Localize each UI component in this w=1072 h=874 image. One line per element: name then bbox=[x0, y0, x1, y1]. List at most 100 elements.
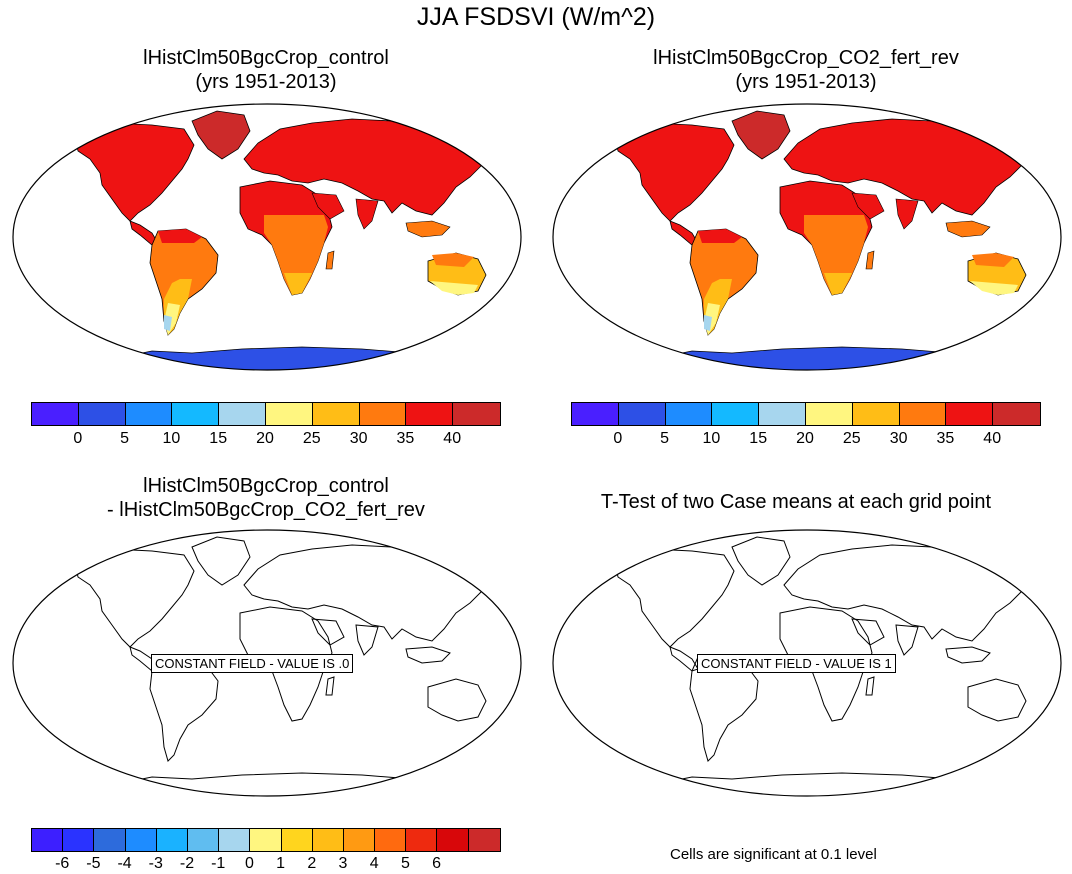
colorbar-3-box bbox=[219, 829, 251, 851]
indonesia-outline bbox=[945, 646, 991, 664]
colorbar-3-tick-label: -5 bbox=[86, 855, 101, 872]
colorbar-3-box bbox=[250, 829, 282, 851]
australia-north-band bbox=[432, 253, 474, 267]
colorbar-2-tick-label: 15 bbox=[749, 430, 768, 447]
panel-4-title: T-Test of two Case means at each grid po… bbox=[546, 490, 1046, 514]
colorbar-1-box bbox=[359, 403, 407, 425]
panel-2-title-line2: (yrs 1951-2013) bbox=[735, 71, 877, 93]
colorbar-3-box bbox=[156, 829, 188, 851]
figure-title: JJA FSDSVI (W/m^2) bbox=[416, 3, 656, 31]
colorbar-3-box bbox=[406, 829, 438, 851]
colorbar-1-tick-label: 5 bbox=[120, 430, 130, 447]
south-america-outline bbox=[689, 654, 759, 762]
colorbar-1-box bbox=[265, 403, 313, 425]
indonesia-shape bbox=[405, 220, 451, 238]
south-america-north-band bbox=[698, 229, 742, 243]
colorbar-1-box bbox=[312, 403, 360, 425]
colorbar-3-tick-label: -4 bbox=[117, 855, 132, 872]
colorbar-2-box bbox=[852, 403, 900, 425]
colorbar-2-tick-label: 30 bbox=[889, 430, 908, 447]
north-america-shape bbox=[613, 122, 735, 222]
greenland-outline bbox=[191, 536, 251, 586]
map-panel-4 bbox=[552, 529, 1062, 797]
colorbar-3-tick-label: 2 bbox=[307, 855, 317, 872]
australia-south-band bbox=[970, 281, 1018, 295]
colorbar-2-ticks: 0 5 10 15 20 25 30 35 40 bbox=[571, 430, 1041, 448]
patagonia-tip bbox=[704, 315, 712, 331]
colorbar-2: 0 5 10 15 20 25 30 35 40 bbox=[571, 402, 1041, 448]
madagascar-outline bbox=[325, 676, 335, 696]
significance-footnote: Cells are significant at 0.1 level bbox=[670, 846, 877, 863]
colorbar-1-box bbox=[453, 403, 500, 425]
eurasia-shape bbox=[783, 118, 1039, 216]
colorbar-3-box bbox=[125, 829, 157, 851]
colorbar-3-tick-label: 3 bbox=[338, 855, 348, 872]
colorbar-1-tick-label: 0 bbox=[73, 430, 83, 447]
north-america-outline bbox=[613, 548, 735, 648]
antarctica-shape bbox=[641, 346, 1014, 370]
colorbar-3-box bbox=[187, 829, 220, 851]
colorbar-3-box bbox=[343, 829, 376, 851]
colorbar-1-tick-label: 10 bbox=[162, 430, 181, 447]
colorbar-1-box bbox=[406, 403, 454, 425]
colorbar-2-tick-label: 10 bbox=[702, 430, 721, 447]
colorbar-3-tick-label: 6 bbox=[432, 855, 442, 872]
panel-1-title: lHistClm50BgcCrop_control (yrs 1951-2013… bbox=[36, 46, 496, 94]
colorbar-2-tick-label: 5 bbox=[660, 430, 670, 447]
panel-1-title-line1: lHistClm50BgcCrop_control bbox=[143, 47, 389, 69]
madagascar-shape bbox=[325, 250, 335, 270]
india-outline bbox=[355, 624, 379, 656]
colorbar-3-box bbox=[63, 829, 95, 851]
africa-south-band bbox=[804, 215, 868, 295]
colorbar-3-tick-label: -2 bbox=[179, 855, 195, 872]
colorbar-3-ticks: -6 -5 -4 -3 -2 -1 0 1 2 3 4 5 6 bbox=[31, 855, 501, 873]
colorbar-1-tick-label: 40 bbox=[443, 430, 462, 447]
colorbar-2-box bbox=[759, 403, 806, 425]
colorbar-1-tick-label: 25 bbox=[302, 430, 321, 447]
map-panel-1 bbox=[12, 103, 522, 371]
colorbar-1-box bbox=[78, 403, 126, 425]
colorbar-1-ticks: 0 5 10 15 20 25 30 35 40 bbox=[31, 430, 501, 448]
colorbar-3-box bbox=[94, 829, 126, 851]
africa-tip bbox=[284, 273, 312, 295]
eurasia-outline bbox=[243, 544, 499, 642]
colorbar-1-box bbox=[125, 403, 173, 425]
colorbar-2-box bbox=[618, 403, 666, 425]
map-panel-2 bbox=[552, 103, 1062, 371]
colorbar-3-tick-label: -6 bbox=[55, 855, 70, 872]
constant-field-label-3: CONSTANT FIELD - VALUE IS .0 bbox=[151, 654, 354, 673]
greenland-outline bbox=[731, 536, 791, 586]
colorbar-3-tick-label: 1 bbox=[276, 855, 286, 872]
colorbar-1-box bbox=[32, 403, 79, 425]
india-shape bbox=[355, 198, 379, 230]
colorbar-1-tick-label: 20 bbox=[256, 430, 274, 447]
india-shape bbox=[895, 198, 919, 230]
colorbar-2-tick-label: 40 bbox=[983, 430, 1002, 447]
north-america-shape bbox=[73, 122, 195, 222]
colorbar-3-tick-label: -3 bbox=[148, 855, 163, 872]
colorbar-1-box bbox=[219, 403, 266, 425]
colorbar-2-tick-label: 0 bbox=[613, 430, 623, 447]
south-america-outline bbox=[149, 654, 219, 762]
colorbar-3-box bbox=[437, 829, 469, 851]
africa-south-band bbox=[264, 215, 328, 295]
map-4-outline bbox=[552, 529, 1062, 797]
eurasia-outline bbox=[783, 544, 1039, 642]
map-3-outline bbox=[12, 529, 522, 797]
south-america-north-band bbox=[158, 229, 202, 243]
colorbar-2-box bbox=[572, 403, 619, 425]
indonesia-outline bbox=[405, 646, 451, 664]
patagonia-tip bbox=[164, 315, 172, 331]
india-outline bbox=[895, 624, 919, 656]
arabia-shape bbox=[311, 192, 345, 220]
colorbar-2-box bbox=[665, 403, 713, 425]
colorbar-2-boxes bbox=[571, 402, 1041, 426]
panel-4-title-line1: T-Test of two Case means at each grid po… bbox=[600, 491, 992, 513]
greenland-shape bbox=[731, 110, 791, 160]
colorbar-3-box bbox=[468, 829, 500, 851]
madagascar-outline bbox=[865, 676, 875, 696]
africa-tip bbox=[824, 273, 852, 295]
north-america-outline bbox=[73, 548, 195, 648]
panel-2-title: lHistClm50BgcCrop_CO2_fert_rev (yrs 1951… bbox=[576, 46, 1036, 94]
colorbar-1-boxes bbox=[31, 402, 501, 426]
